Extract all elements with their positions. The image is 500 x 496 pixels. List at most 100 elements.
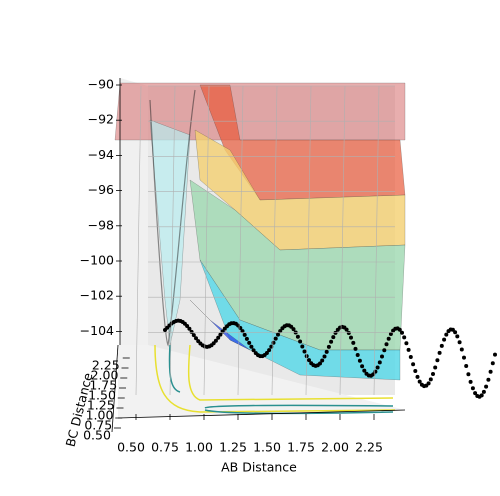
trajectory-dot bbox=[333, 330, 338, 335]
trajectory-dot bbox=[406, 347, 411, 352]
x-grid-line bbox=[135, 85, 142, 396]
trajectory-dot bbox=[189, 329, 194, 334]
x-grid-line bbox=[169, 85, 176, 396]
trajectory-dot bbox=[404, 341, 409, 346]
trajectory-dot bbox=[185, 324, 190, 328]
z-tick-label: −100 bbox=[80, 253, 114, 268]
x-tick-label: 0.75 bbox=[151, 440, 179, 455]
y-tick-label: 0.75 bbox=[84, 418, 112, 433]
z-tick-label: −92 bbox=[88, 112, 114, 127]
trajectory-dot bbox=[453, 330, 458, 335]
trajectory-dot bbox=[493, 352, 497, 357]
trajectory-dot bbox=[388, 332, 393, 336]
contour bbox=[204, 404, 394, 415]
trajectory-dot bbox=[402, 335, 407, 340]
trajectory-dot bbox=[320, 358, 325, 363]
trajectory-dot bbox=[194, 336, 198, 341]
trajectory-dot bbox=[473, 391, 478, 396]
trajectory-dot bbox=[384, 342, 389, 347]
trajectory-dot bbox=[462, 355, 466, 360]
y-axis-line bbox=[111, 344, 119, 433]
trajectory-dot bbox=[375, 365, 380, 370]
trajectory-dot bbox=[291, 327, 296, 332]
trajectory-dot bbox=[329, 339, 334, 344]
trajectory-dot bbox=[264, 351, 269, 355]
trajectory-dot bbox=[426, 381, 431, 386]
x-tick-label: 1.25 bbox=[219, 440, 247, 455]
trajectory-dot bbox=[353, 346, 358, 351]
trajectory-dot bbox=[355, 353, 360, 357]
trajectory-dot bbox=[362, 368, 367, 373]
surface-edge bbox=[149, 89, 196, 347]
trajectory-dot bbox=[360, 364, 365, 369]
x-grid-line bbox=[305, 85, 312, 396]
trajectory-dot bbox=[490, 361, 495, 366]
trajectory-dot bbox=[466, 372, 471, 377]
x-tick-label: 1.00 bbox=[185, 440, 213, 455]
trajectory-dot bbox=[486, 377, 491, 382]
trajectory-dot bbox=[271, 340, 276, 345]
x-tick-label: 2.00 bbox=[321, 440, 349, 455]
surface-band bbox=[189, 299, 251, 351]
trajectory-dot bbox=[470, 386, 475, 391]
trajectory-dot bbox=[488, 369, 493, 374]
trajectory-dot bbox=[380, 354, 384, 359]
left-pane bbox=[120, 78, 148, 410]
trajectory-dot bbox=[457, 340, 462, 345]
trajectory-dot bbox=[331, 335, 336, 340]
y-tick-label: 1.25 bbox=[87, 398, 115, 413]
trajectory-dot bbox=[464, 364, 469, 368]
trajectory-dot bbox=[431, 372, 435, 376]
trajectory-dot bbox=[479, 393, 484, 398]
x-tick-label: 2.25 bbox=[355, 440, 383, 455]
contour bbox=[154, 344, 396, 413]
trajectory-dot bbox=[439, 343, 444, 348]
trajectory-dot bbox=[244, 336, 249, 341]
trajectory-dot bbox=[191, 333, 196, 338]
trajectory-dot bbox=[400, 330, 404, 335]
trajectory-dot bbox=[251, 348, 256, 353]
trajectory-dot bbox=[216, 335, 221, 340]
x-grid-line bbox=[203, 85, 210, 396]
trajectory-dot bbox=[377, 360, 382, 365]
trajectory-dot bbox=[267, 348, 272, 353]
trajectory-dot bbox=[459, 347, 464, 352]
trajectory-dot bbox=[344, 327, 349, 332]
trajectory-dot bbox=[307, 358, 311, 363]
trajectory-dot bbox=[273, 336, 278, 341]
y-tick-label: 0.50 bbox=[83, 428, 111, 443]
y-tick-label: 2.25 bbox=[92, 358, 120, 373]
trajectory-dot bbox=[302, 349, 307, 354]
trajectory-dot bbox=[298, 339, 303, 344]
y-tick-label: 1.00 bbox=[86, 408, 114, 423]
trajectory-dot bbox=[213, 338, 218, 343]
trajectory-dot bbox=[435, 358, 440, 363]
x-grid-line bbox=[339, 85, 346, 396]
trajectory-dot bbox=[386, 336, 391, 341]
trajectory-dot bbox=[397, 327, 402, 332]
trajectory-dot bbox=[295, 334, 300, 339]
y-tick-label: 2.00 bbox=[91, 368, 119, 383]
trajectory bbox=[163, 318, 497, 399]
trajectory-dot bbox=[484, 384, 489, 389]
trajectory-dot bbox=[276, 332, 280, 337]
trajectory-dot bbox=[411, 362, 416, 367]
x-grid-line bbox=[373, 85, 380, 396]
trajectory-dot bbox=[455, 334, 460, 339]
trajectory-dot bbox=[346, 331, 351, 335]
x-grid-line bbox=[271, 85, 278, 396]
x-tick-label: 1.50 bbox=[253, 440, 281, 455]
trajectory-dot bbox=[187, 326, 192, 331]
z-tick-label: −102 bbox=[80, 288, 114, 303]
trajectory-dot bbox=[351, 340, 356, 345]
trajectory-dot bbox=[326, 344, 331, 349]
trajectory-dot bbox=[357, 358, 362, 363]
x-axis-line bbox=[117, 409, 406, 419]
x-tick-label: 1.75 bbox=[287, 440, 315, 455]
trajectory-dot bbox=[249, 344, 254, 349]
z-tick-label: −96 bbox=[88, 182, 114, 197]
trajectory-dot bbox=[242, 332, 247, 337]
trajectory-dot bbox=[417, 379, 422, 384]
